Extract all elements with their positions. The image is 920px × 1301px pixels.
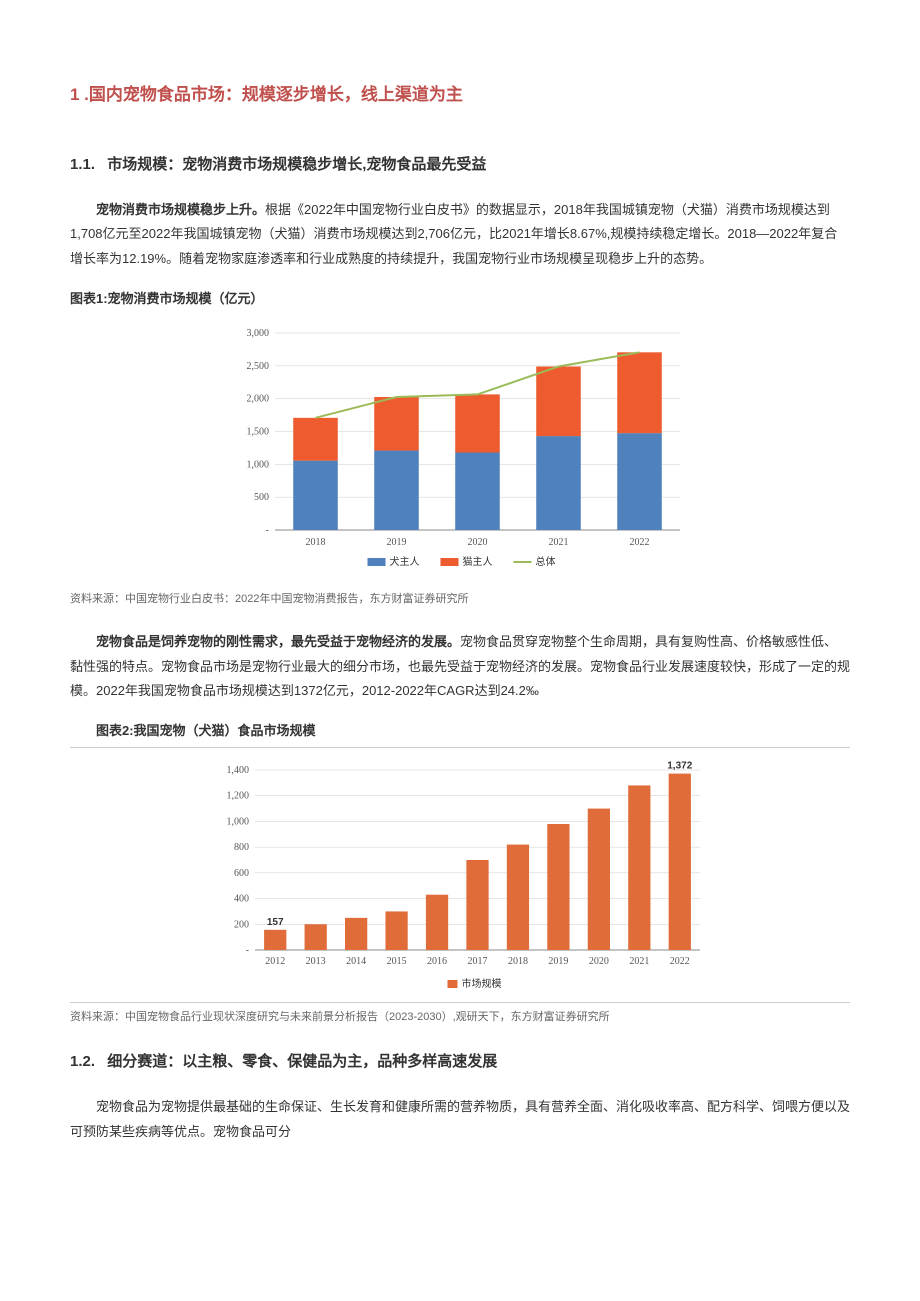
svg-text:2014: 2014: [346, 956, 366, 967]
svg-text:200: 200: [234, 920, 249, 931]
svg-text:2021: 2021: [629, 956, 649, 967]
svg-text:2022: 2022: [670, 956, 690, 967]
chart2-title: 图表2:我国宠物（犬猫）食品市场规模: [70, 719, 850, 742]
svg-text:500: 500: [254, 492, 269, 503]
svg-text:400: 400: [234, 894, 249, 905]
svg-text:2017: 2017: [468, 956, 488, 967]
svg-text:2018: 2018: [306, 537, 326, 548]
section-1-1-heading: 1.1. 市场规模：宠物消费市场规模稳步增长,宠物食品最先受益: [70, 151, 850, 178]
svg-text:2022: 2022: [630, 537, 650, 548]
svg-text:2015: 2015: [387, 956, 407, 967]
chart1-container: - 500 1,000 1,500 2,000 2,500 3,000 2018 2019 202…: [70, 315, 850, 585]
svg-text:1,000: 1,000: [247, 459, 270, 470]
section-1-2-heading: 1.2. 细分赛道：以主粮、零食、保健品为主，品种多样高速发展: [70, 1048, 850, 1075]
svg-text:-: -: [266, 525, 269, 536]
para-bold: 宠物消费市场规模稳步上升。: [96, 202, 265, 217]
svg-text:1,200: 1,200: [227, 791, 250, 802]
svg-text:3,000: 3,000: [247, 328, 270, 339]
svg-text:800: 800: [234, 842, 249, 853]
svg-text:-: -: [246, 945, 249, 956]
svg-text:1,500: 1,500: [247, 427, 270, 438]
svg-text:600: 600: [234, 868, 249, 879]
svg-text:总体: 总体: [536, 555, 556, 568]
svg-text:2018: 2018: [508, 956, 528, 967]
svg-text:1,400: 1,400: [227, 765, 250, 776]
chart2-svg: - 200 400 600 800 1,000 1,200 1,400 2012 157 2013 2…: [200, 750, 720, 1000]
svg-text:犬主人: 犬主人: [390, 555, 420, 568]
chart1-source: 资料来源：中国宠物行业白皮书：2022年中国宠物消费报告，东方财富证券研究所: [70, 590, 850, 610]
svg-text:157: 157: [267, 917, 284, 928]
svg-text:2012: 2012: [265, 956, 285, 967]
svg-text:2016: 2016: [427, 956, 447, 967]
svg-text:2013: 2013: [306, 956, 326, 967]
svg-text:2019: 2019: [387, 537, 407, 548]
chart2-container: - 200 400 600 800 1,000 1,200 1,400 2012 157 2013 2…: [70, 750, 850, 1000]
para-1-1b: 宠物食品是饲养宠物的刚性需求，最先受益于宠物经济的发展。宠物食品贯穿宠物整个生命…: [70, 630, 850, 704]
svg-text:2,500: 2,500: [247, 361, 270, 372]
para-1-1a: 宠物消费市场规模稳步上升。根据《2022年中国宠物行业白皮书》的数据显示，201…: [70, 198, 850, 272]
svg-text:市场规模: 市场规模: [462, 977, 502, 990]
chart2-hr-bottom: [70, 1002, 850, 1003]
section-title: 市场规模：宠物消费市场规模稳步增长,宠物食品最先受益: [107, 156, 486, 173]
para-1-2a: 宠物食品为宠物提供最基础的生命保证、生长发育和健康所需的营养物质，具有营养全面、…: [70, 1095, 850, 1144]
chart1-title: 图表1:宠物消费市场规模（亿元）: [70, 287, 850, 310]
svg-text:2020: 2020: [589, 956, 609, 967]
para-bold: 宠物食品是饲养宠物的刚性需求，最先受益于宠物经济的发展。: [96, 634, 460, 649]
chart1-svg: - 500 1,000 1,500 2,000 2,500 3,000 2018 2019 202…: [220, 315, 700, 585]
section-title: 细分赛道：以主粮、零食、保健品为主，品种多样高速发展: [107, 1053, 497, 1070]
svg-text:1,372: 1,372: [667, 761, 692, 772]
chart2-hr-top: [70, 747, 850, 748]
svg-text:2,000: 2,000: [247, 394, 270, 405]
svg-text:2021: 2021: [549, 537, 569, 548]
svg-text:2019: 2019: [548, 956, 568, 967]
chart2-source: 资料来源：中国宠物食品行业现状深度研究与未来前景分析报告（2023-2030）,…: [70, 1008, 850, 1028]
section-num: 1.1.: [70, 156, 95, 173]
section-1-heading: 1 .国内宠物食品市场：规模逐步增长，线上渠道为主: [70, 80, 850, 111]
section-num: 1.2.: [70, 1053, 95, 1070]
svg-text:2020: 2020: [468, 537, 488, 548]
svg-text:猫主人: 猫主人: [463, 555, 493, 568]
svg-text:1,000: 1,000: [227, 817, 250, 828]
